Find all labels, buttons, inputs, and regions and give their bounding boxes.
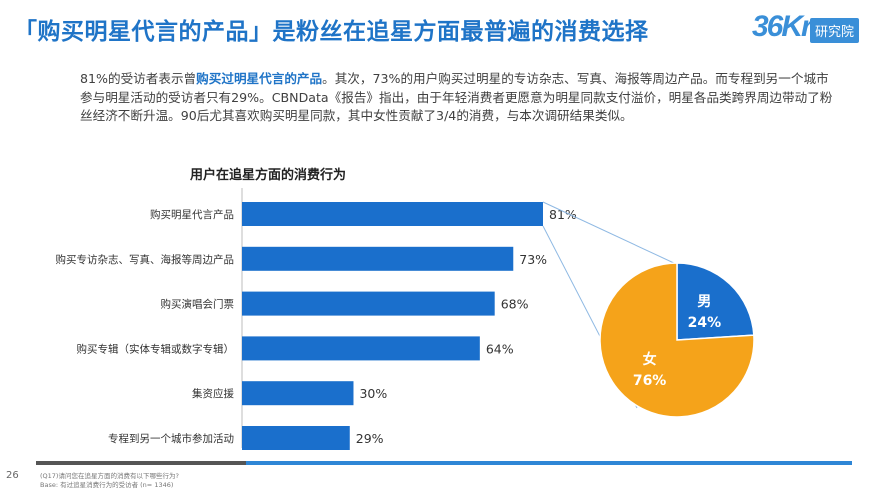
page-title: 「购买明星代言的产品」是粉丝在追星方面最普遍的消费选择 (14, 19, 649, 45)
logo-tag: 研究院 (810, 18, 860, 43)
bottom-divider (36, 461, 852, 465)
footnote-question: (Q17)请问您在追星方面的消费有以下哪些行为? (40, 472, 179, 480)
bar (242, 291, 495, 316)
category-label: 购买专辑（实体专辑或数字专辑） (77, 342, 235, 355)
divider-blue-segment (246, 461, 852, 465)
intro-text-before: 81%的受访者表示曾 (80, 71, 197, 86)
category-label: 购买明星代言产品 (150, 208, 234, 221)
logo-mark: 36Kr (752, 10, 813, 43)
pie-value-label: 24% (688, 315, 722, 331)
pie-slice (676, 262, 755, 341)
value-label: 64% (486, 341, 514, 356)
intro-paragraph: 81%的受访者表示曾购买过明星代言的产品。其次，73%的用户购买过明星的专访杂志… (80, 70, 840, 126)
value-label: 81% (549, 207, 577, 222)
bar (242, 426, 350, 450)
brand-logo: 36Kr 研究院 (752, 10, 876, 48)
value-label: 73% (519, 252, 547, 267)
footnote-base: Base: 有过追星消费行为的受访者 (n= 1346) (40, 481, 174, 489)
page-number: 26 (6, 470, 19, 481)
pie-value-label: 76% (633, 373, 667, 389)
intro-text-after: 。其次，73%的用户购买过明星的专访杂志、写真、海报等周边产品。而专程到另一个城… (80, 71, 833, 123)
footnote: (Q17)请问您在追星方面的消费有以下哪些行为? Base: 有过追星消费行为的… (40, 472, 440, 490)
pie-label: 男 (697, 294, 711, 310)
category-label: 购买演唱会门票 (161, 298, 235, 311)
category-label: 专程到另一个城市参加活动 (108, 432, 234, 445)
category-label: 集资应援 (192, 387, 234, 400)
connector-line-top (542, 201, 677, 265)
bar (242, 336, 480, 361)
intro-highlight: 购买过明星代言的产品 (196, 71, 323, 86)
value-label: 29% (356, 431, 384, 446)
bar (242, 381, 354, 406)
pie-label: 女 (643, 351, 657, 368)
category-label: 购买专访杂志、写真、海报等周边产品 (56, 253, 235, 266)
bar (242, 246, 514, 271)
bar (242, 202, 543, 226)
divider-dark-segment (36, 461, 246, 465)
value-label: 68% (501, 297, 529, 312)
value-label: 30% (359, 386, 387, 401)
chart-title: 用户在追星方面的消费行为 (190, 168, 347, 183)
pie-slice (599, 262, 755, 418)
consumption-chart: 购买明星代言产品 81% 购买专访杂志、写真、海报等周边产品 73% 购买演唱会门票 68… (56, 188, 755, 450)
